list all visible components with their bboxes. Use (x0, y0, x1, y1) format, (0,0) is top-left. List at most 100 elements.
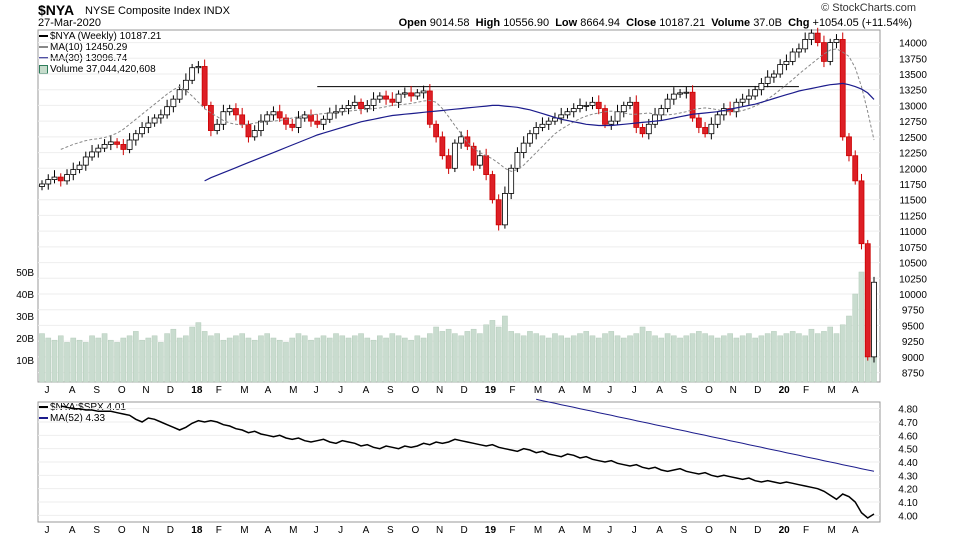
volume-bar (789, 331, 796, 383)
volume-bar (370, 339, 377, 383)
ratio-tick-label: 4.60 (898, 431, 918, 442)
volume-bar (827, 326, 834, 383)
x-tick-label: A (363, 385, 370, 396)
candle-body (139, 127, 145, 135)
x-tick-label: J (314, 385, 319, 396)
legend-swatch (39, 35, 48, 38)
candle-body (796, 48, 802, 53)
candle-body (664, 98, 671, 109)
lower-x-tick-label: F (216, 525, 222, 536)
price-tick-label: 10250 (899, 274, 927, 285)
price-tick-label: 9250 (902, 337, 925, 348)
brand-watermark: © StockCharts.com (821, 2, 916, 14)
candle-body (489, 174, 496, 201)
x-tick-label: M (289, 385, 297, 396)
candle-body (51, 176, 58, 180)
x-tick-label: O (705, 385, 713, 396)
candle-body (777, 64, 784, 75)
candle-body (527, 133, 533, 144)
candle-body (358, 101, 364, 109)
volume-bar (520, 335, 527, 383)
volume-bar (70, 337, 77, 383)
chg-value: +1054.05 (+11.54%) (812, 17, 912, 29)
candle-body (189, 67, 196, 81)
candle-body (783, 61, 790, 65)
close-label: Close (626, 17, 657, 29)
volume-bar (727, 333, 733, 383)
candle-body (520, 142, 527, 153)
volume-bar (295, 333, 302, 383)
candle-body (745, 95, 752, 100)
lower-x-tick-label: S (387, 525, 394, 536)
volume-bar (314, 337, 321, 383)
lower-x-tick-label: A (265, 525, 272, 536)
lower-x-tick-label: J (338, 525, 343, 536)
price-tick-label: 13000 (899, 101, 927, 112)
legend-swatch (39, 64, 48, 74)
candle-body (45, 179, 52, 185)
x-tick-label: N (436, 385, 443, 396)
candle-body (771, 73, 777, 78)
candle-body (426, 90, 433, 125)
lower-x-tick-label: N (142, 525, 149, 536)
volume-bar (514, 333, 521, 383)
candle-body (808, 32, 815, 40)
volume-bar (558, 335, 565, 383)
volume-bar (320, 335, 327, 383)
volume-bar (821, 331, 827, 383)
lower-x-tick-label: S (681, 525, 688, 536)
volume-bar (208, 335, 214, 383)
volume-bar (689, 333, 696, 383)
candle-body (201, 66, 208, 106)
ratio-tick-label: 4.50 (898, 445, 918, 456)
legend-text: Volume 37,044,420,608 (50, 64, 156, 75)
volume-bar (758, 335, 765, 383)
legend-swatch (39, 406, 48, 409)
volume-bar (251, 339, 258, 383)
price-tick-label: 14000 (899, 39, 927, 50)
volume-bar (151, 335, 158, 383)
x-tick-label: N (142, 385, 149, 396)
ratio-tick-label: 4.40 (898, 458, 918, 469)
volume-bar (595, 337, 602, 383)
volume-bar (214, 333, 220, 383)
legend-swatch (39, 46, 48, 49)
candle-body (789, 51, 796, 62)
candle-body (70, 169, 77, 175)
volume-bar (427, 333, 433, 383)
legend-text: $NYA:$SPX 4.01 (50, 402, 126, 413)
candle-body (258, 120, 264, 131)
volume-bar (245, 337, 252, 383)
volume-bar (639, 326, 646, 383)
volume-bar (733, 337, 740, 383)
lower-x-tick-label: M (534, 525, 542, 536)
candle-body (739, 98, 746, 103)
candle-body (752, 89, 759, 97)
x-tick-label: D (167, 385, 174, 396)
volume-bar (852, 293, 859, 383)
low-value: 8664.94 (580, 17, 621, 29)
volume-bar (339, 335, 346, 383)
volume-bar (458, 335, 464, 383)
volume-bar (308, 339, 314, 383)
volume-bar (602, 333, 608, 383)
legend-item-ma52: MA(52) 4.33 (39, 413, 126, 424)
candle-body (627, 101, 633, 106)
volume-bar (746, 333, 752, 383)
volume-tick-label: 40B (16, 290, 34, 301)
x-tick-label: A (69, 385, 76, 396)
volume-bar (176, 337, 183, 383)
price-tick-label: 11750 (899, 180, 927, 191)
volume-tick-label: 50B (16, 268, 34, 279)
candle-body (214, 123, 221, 131)
legend-text: MA(10) 12450.29 (50, 42, 128, 53)
candle-body (239, 114, 246, 125)
lower-x-tick-label: M (240, 525, 248, 536)
candle-body (95, 147, 102, 153)
legend-item-price: $NYA (Weekly) 10187.21 (39, 31, 161, 42)
candle-body (652, 114, 658, 125)
candle-body (308, 114, 314, 122)
candle-body (420, 90, 427, 94)
volume-bar (333, 333, 339, 383)
x-tick-label: A (656, 385, 663, 396)
